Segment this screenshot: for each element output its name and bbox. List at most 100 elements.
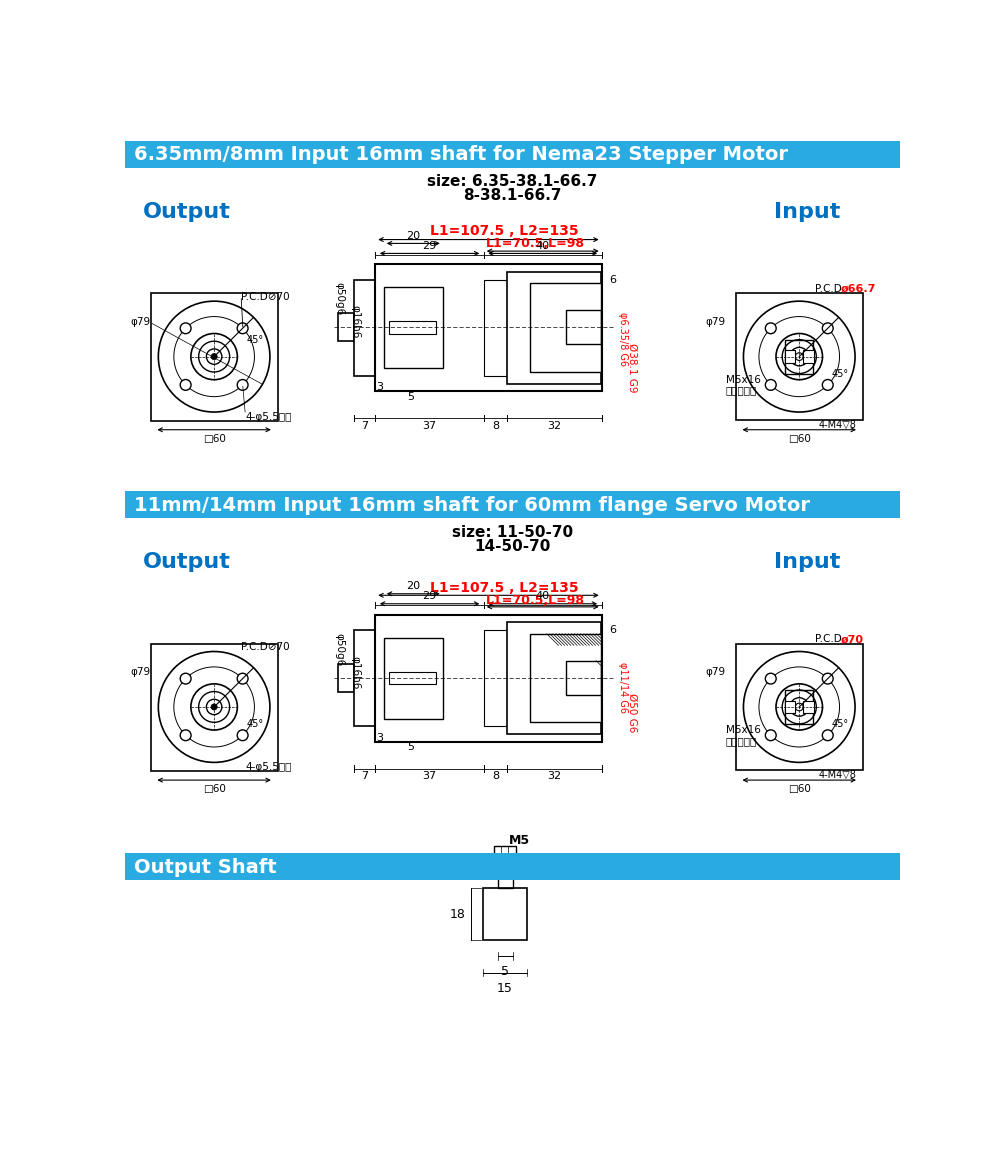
Bar — [803, 700, 814, 713]
Text: 6: 6 — [610, 275, 617, 284]
Text: φ79: φ79 — [130, 667, 151, 677]
Text: 45°: 45° — [247, 719, 264, 728]
Bar — [389, 321, 436, 334]
Circle shape — [158, 651, 270, 763]
Circle shape — [743, 301, 855, 412]
Text: L1=70.5,L=98: L1=70.5,L=98 — [486, 595, 585, 607]
Text: φ79: φ79 — [130, 317, 151, 327]
Text: M5x16: M5x16 — [726, 375, 761, 384]
Text: 3: 3 — [376, 733, 383, 743]
Text: Ø38.1 G9: Ø38.1 G9 — [628, 343, 638, 392]
Bar — [507, 623, 601, 734]
Bar — [566, 660, 601, 694]
Bar — [785, 690, 813, 724]
Bar — [483, 888, 527, 940]
Text: 32: 32 — [547, 771, 561, 781]
Bar — [354, 630, 375, 726]
Text: 45°: 45° — [832, 719, 849, 728]
Circle shape — [206, 699, 222, 714]
Bar — [375, 615, 602, 741]
Text: 40: 40 — [536, 241, 550, 250]
Circle shape — [822, 673, 833, 684]
Text: 29: 29 — [422, 241, 437, 250]
Text: 7: 7 — [361, 421, 368, 431]
Circle shape — [765, 323, 776, 334]
Bar — [566, 310, 601, 344]
Bar — [494, 846, 516, 857]
Bar — [785, 690, 813, 724]
Text: M5x16: M5x16 — [726, 725, 761, 736]
Bar — [484, 630, 507, 726]
Text: φ50g6: φ50g6 — [335, 632, 345, 666]
Bar — [483, 888, 527, 940]
Text: L1=70.5,L=98: L1=70.5,L=98 — [486, 237, 585, 250]
Circle shape — [180, 380, 191, 390]
Circle shape — [180, 323, 191, 334]
Bar — [736, 294, 863, 419]
Text: L1=107.5 , L2=135: L1=107.5 , L2=135 — [430, 580, 579, 595]
Circle shape — [199, 341, 230, 372]
Circle shape — [776, 334, 822, 380]
Bar — [530, 283, 601, 295]
Text: □60: □60 — [788, 434, 811, 444]
Circle shape — [211, 354, 217, 360]
Circle shape — [765, 673, 776, 684]
Bar — [566, 660, 601, 694]
Circle shape — [822, 323, 833, 334]
Text: φ6.35/8 G6: φ6.35/8 G6 — [618, 311, 628, 367]
Text: φ50g6: φ50g6 — [335, 282, 345, 315]
Text: φ79: φ79 — [706, 317, 726, 327]
Text: ø66.7: ø66.7 — [840, 284, 876, 294]
Text: P.C.D: P.C.D — [815, 284, 842, 294]
Text: φ11/14 G6: φ11/14 G6 — [618, 663, 628, 713]
Text: Input: Input — [774, 202, 840, 222]
Text: 32: 32 — [547, 421, 561, 431]
Bar — [507, 321, 597, 334]
Circle shape — [822, 380, 833, 390]
Circle shape — [782, 690, 816, 724]
Text: 5: 5 — [407, 391, 414, 402]
Text: 20: 20 — [406, 582, 420, 591]
Bar — [803, 350, 814, 363]
Circle shape — [199, 692, 230, 723]
Bar — [785, 340, 813, 374]
Text: φ16h6: φ16h6 — [350, 656, 360, 689]
Circle shape — [822, 730, 833, 740]
Text: 14-50-70: 14-50-70 — [474, 538, 551, 553]
Bar — [530, 633, 601, 645]
Circle shape — [790, 698, 809, 717]
Circle shape — [191, 684, 237, 730]
Circle shape — [765, 380, 776, 390]
Circle shape — [180, 673, 191, 684]
Text: 4-φ5.5贯穿: 4-φ5.5贯穿 — [245, 412, 292, 422]
Text: 4-M4▽8: 4-M4▽8 — [819, 419, 856, 430]
Bar — [530, 361, 601, 372]
Bar — [736, 644, 863, 770]
Circle shape — [237, 380, 248, 390]
Text: 20: 20 — [406, 230, 420, 241]
Circle shape — [237, 730, 248, 740]
Text: 6: 6 — [610, 625, 617, 634]
Text: Input: Input — [774, 552, 840, 572]
Circle shape — [158, 301, 270, 412]
Text: P.C.D: P.C.D — [815, 634, 842, 644]
Bar — [384, 638, 443, 718]
Text: 11mm/14mm Input 16mm shaft for 60mm flange Servo Motor: 11mm/14mm Input 16mm shaft for 60mm flan… — [134, 496, 810, 515]
Bar — [785, 350, 795, 363]
Bar — [151, 294, 278, 421]
Bar — [125, 491, 900, 518]
Bar — [338, 664, 354, 692]
Bar — [785, 340, 813, 374]
Bar — [125, 853, 900, 880]
Text: 45°: 45° — [832, 369, 849, 378]
Bar — [530, 633, 601, 723]
Text: 5: 5 — [407, 741, 414, 752]
Text: 8-38.1-66.7: 8-38.1-66.7 — [463, 188, 562, 203]
Text: 8: 8 — [492, 421, 499, 431]
Text: size: 11-50-70: size: 11-50-70 — [452, 525, 573, 539]
Circle shape — [237, 673, 248, 684]
Bar — [498, 857, 512, 888]
Bar — [125, 141, 900, 168]
Bar — [384, 288, 443, 368]
Text: 4-M4▽8: 4-M4▽8 — [819, 770, 856, 780]
